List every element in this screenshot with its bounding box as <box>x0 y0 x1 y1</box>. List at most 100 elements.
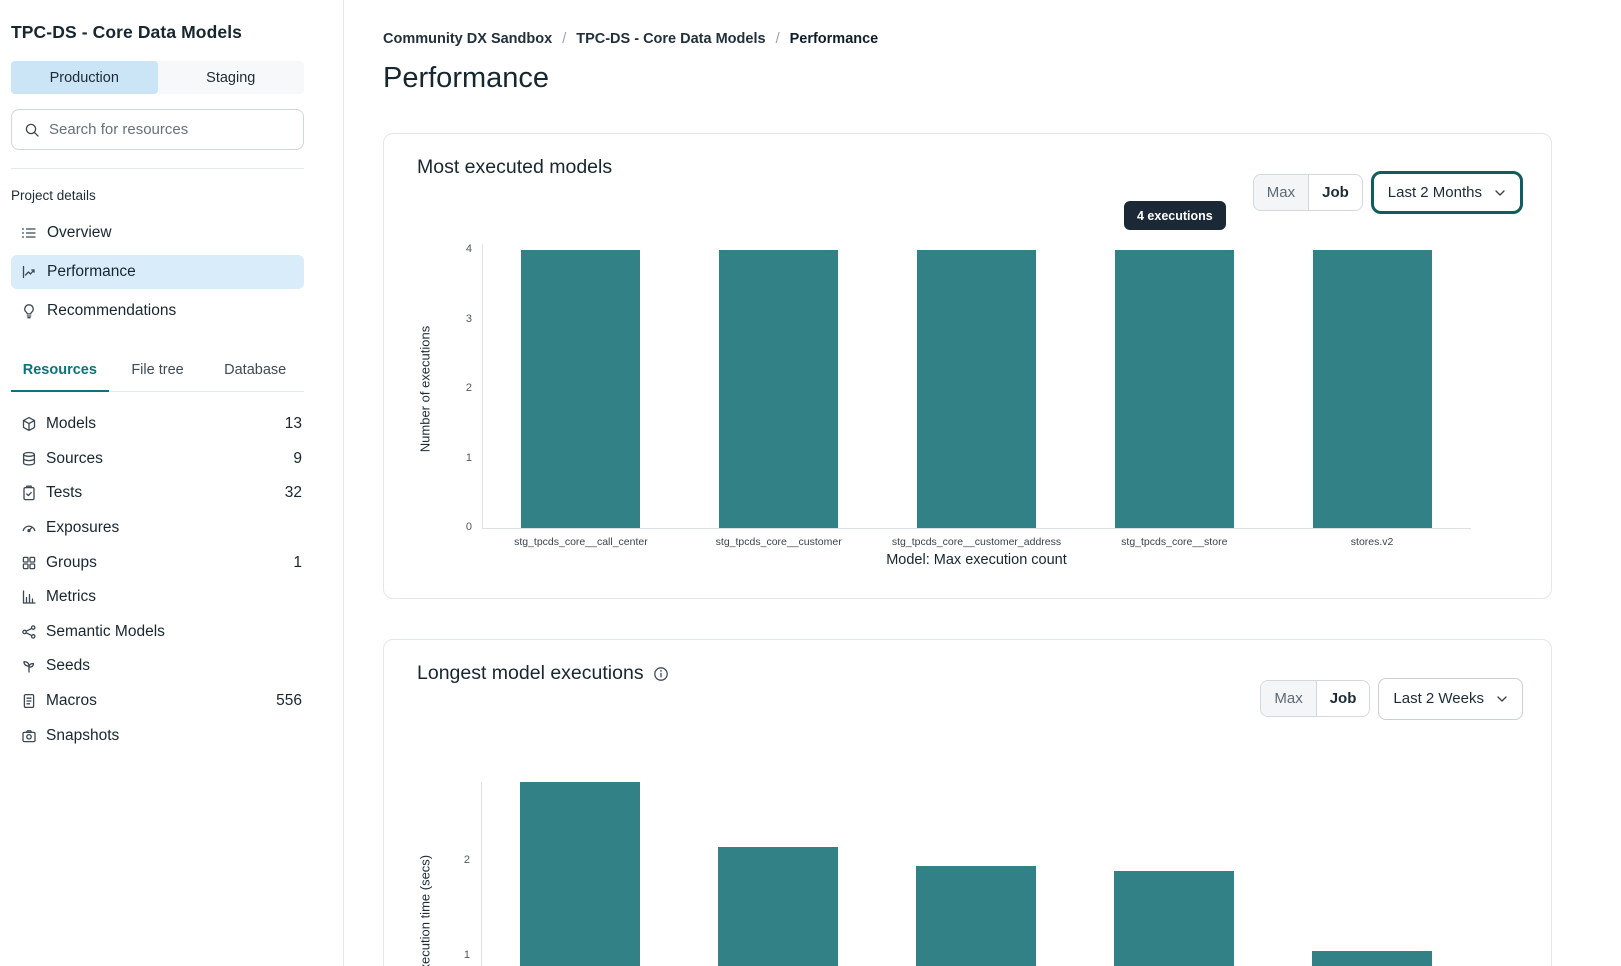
x-tick-label: stg_tpcds_core__call_center <box>514 536 648 548</box>
resource-list: Models 13 Sources 9 Tests 32 Exposures <box>11 407 304 753</box>
clipboard-check-icon <box>21 485 37 501</box>
aggregate-toggle: Max Job <box>1260 680 1371 717</box>
env-tab-production[interactable]: Production <box>11 61 158 94</box>
lightbulb-icon <box>21 303 37 319</box>
resource-label: Groups <box>46 553 97 571</box>
search-box[interactable] <box>11 109 304 150</box>
x-tick-label: stg_tpcds_core__store <box>1121 536 1228 548</box>
x-axis-title: Model: Max execution count <box>886 552 1067 568</box>
chevron-down-icon <box>1494 691 1510 707</box>
camera-icon <box>21 728 37 744</box>
chart-title-text: Most executed models <box>417 156 613 178</box>
tab-file-tree[interactable]: File tree <box>131 362 184 378</box>
project-nav: Overview Performance Recommendations <box>11 216 304 328</box>
y-tick-label: 4 <box>465 243 472 255</box>
main-content: Community DX Sandbox / TPC-DS - Core Dat… <box>345 0 1621 966</box>
resource-row-tests[interactable]: Tests 32 <box>11 476 304 511</box>
sidebar-item-label: Overview <box>47 224 112 241</box>
max-button[interactable]: Max <box>1253 175 1310 210</box>
execution-tooltip: 4 executions <box>1124 201 1226 230</box>
document-icon <box>21 693 37 709</box>
aggregate-toggle: Max Job <box>1252 174 1363 211</box>
bar[interactable] <box>1312 250 1432 528</box>
resource-label: Metrics <box>46 588 96 606</box>
time-range-value: Last 2 Months <box>1387 184 1482 201</box>
grid-icon <box>21 555 37 571</box>
resource-row-sources[interactable]: Sources 9 <box>11 442 304 477</box>
y-tick-label: 2 <box>463 854 470 866</box>
project-details-label: Project details <box>11 188 96 203</box>
tab-resources[interactable]: Resources <box>11 362 109 392</box>
gauge-icon <box>21 520 37 536</box>
list-icon <box>21 225 37 241</box>
job-button[interactable]: Job <box>1316 681 1370 716</box>
time-range-select[interactable]: Last 2 Weeks <box>1378 677 1523 720</box>
tab-database[interactable]: Database <box>224 362 287 378</box>
bar[interactable] <box>1114 250 1234 528</box>
resource-count: 13 <box>284 415 302 433</box>
resource-label: Models <box>46 415 96 433</box>
resource-count: 556 <box>276 692 302 710</box>
resource-row-semantic-models[interactable]: Semantic Models <box>11 615 304 650</box>
bar[interactable] <box>520 782 640 966</box>
resource-row-snapshots[interactable]: Snapshots <box>11 718 304 753</box>
sidebar-item-label: Performance <box>47 263 136 280</box>
resource-row-macros[interactable]: Macros 556 <box>11 684 304 719</box>
execution-time-bar-chart: Execution time (secs) 1 2 <box>384 640 1551 966</box>
breadcrumb-separator: / <box>562 31 567 47</box>
project-sidebar: TPC-DS - Core Data Models Production Sta… <box>0 0 344 966</box>
info-icon[interactable] <box>653 666 669 682</box>
time-range-value: Last 2 Weeks <box>1393 690 1484 707</box>
y-axis-line <box>482 244 483 528</box>
y-tick-label: 3 <box>465 312 472 325</box>
resource-label: Macros <box>46 692 97 710</box>
x-tick-label: stg_tpcds_core__customer_address <box>891 536 1062 548</box>
x-axis-line <box>482 528 1471 529</box>
time-range-select[interactable]: Last 2 Months <box>1370 171 1523 214</box>
sidebar-item-overview[interactable]: Overview <box>11 216 304 250</box>
breadcrumb-item-account[interactable]: Community DX Sandbox <box>383 31 553 47</box>
bar[interactable] <box>1114 870 1234 966</box>
database-icon <box>21 451 37 467</box>
sidebar-divider <box>11 168 304 169</box>
resource-label: Snapshots <box>46 726 120 744</box>
resource-label: Semantic Models <box>46 622 165 640</box>
line-chart-icon <box>21 264 37 280</box>
share-nodes-icon <box>21 624 37 640</box>
sidebar-item-label: Recommendations <box>47 302 177 319</box>
bar[interactable] <box>521 250 641 528</box>
resource-label: Exposures <box>46 519 120 537</box>
breadcrumb-item-current: Performance <box>789 31 879 47</box>
max-button[interactable]: Max <box>1261 681 1317 716</box>
chart-title: Most executed models <box>417 156 612 179</box>
y-axis-title: Number of executions <box>417 325 433 453</box>
bar[interactable] <box>916 865 1036 966</box>
x-tick-label: stores.v2 <box>1350 536 1394 548</box>
resource-row-seeds[interactable]: Seeds <box>11 649 304 684</box>
resource-count: 9 <box>293 449 302 467</box>
seedling-icon <box>21 658 37 674</box>
bar[interactable] <box>1312 951 1432 966</box>
project-title: TPC-DS - Core Data Models <box>11 22 242 42</box>
resource-tabs: Resources File tree Database <box>11 362 304 392</box>
cube-icon <box>21 416 37 432</box>
resource-row-metrics[interactable]: Metrics <box>11 580 304 615</box>
chart-title: Longest model executions <box>417 662 669 685</box>
env-tab-staging[interactable]: Staging <box>206 69 256 86</box>
search-icon <box>24 122 40 138</box>
breadcrumb-item-project[interactable]: TPC-DS - Core Data Models <box>576 31 766 47</box>
resource-row-groups[interactable]: Groups 1 <box>11 545 304 580</box>
job-button[interactable]: Job <box>1309 175 1362 210</box>
bar[interactable] <box>718 846 838 966</box>
x-tick-label: stg_tpcds_core__customer <box>715 536 842 548</box>
bar-chart-icon <box>21 589 37 605</box>
resource-row-models[interactable]: Models 13 <box>11 407 304 442</box>
resource-row-exposures[interactable]: Exposures <box>11 511 304 546</box>
bar[interactable] <box>719 250 839 528</box>
chevron-down-icon <box>1492 185 1508 201</box>
bar[interactable] <box>917 250 1036 528</box>
sidebar-item-recommendations[interactable]: Recommendations <box>11 294 304 328</box>
card-longest-model-executions: Longest model executions Max Job Last 2 … <box>383 639 1552 966</box>
search-input[interactable] <box>49 121 291 138</box>
sidebar-item-performance[interactable]: Performance <box>11 255 304 289</box>
